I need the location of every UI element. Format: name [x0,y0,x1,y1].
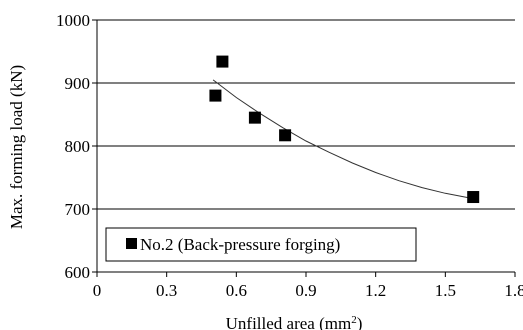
data-point [216,55,229,68]
gridlines [97,19,515,210]
axes [92,19,516,277]
x-tick-label: 0.3 [156,281,177,300]
data-point [248,111,261,124]
y-tick-label: 600 [65,263,91,282]
x-tick-label: 1.8 [504,281,523,300]
legend-label: No.2 (Back-pressure forging) [140,235,340,254]
legend: No.2 (Back-pressure forging) [105,227,417,262]
trendline-group [212,79,469,199]
legend-box [105,227,417,262]
data-point [209,89,222,102]
x-tick-label: 0 [93,281,102,300]
x-axis-title: Unfilled area (mm2) [226,314,363,330]
y-tick-label: 900 [65,74,91,93]
data-point [279,129,292,142]
y-axis-title: Max. forming load (kN) [7,65,26,229]
y-tick-labels: 600 700 800 900 1000 [56,11,90,282]
legend-marker-square [126,238,137,249]
x-tick-label: 0.9 [295,281,316,300]
x-tick-label: 1.2 [365,281,386,300]
trendline [212,79,469,199]
y-tick-label: 800 [65,137,91,156]
y-tick-label: 700 [65,200,91,219]
y-tick-label: 1000 [56,11,90,30]
x-tick-label: 1.5 [435,281,456,300]
data-points [209,55,480,204]
x-tick-label: 0.6 [226,281,247,300]
data-point [467,191,480,204]
x-tick-labels: 0 0.3 0.6 0.9 1.2 1.5 1.8 [93,281,523,300]
